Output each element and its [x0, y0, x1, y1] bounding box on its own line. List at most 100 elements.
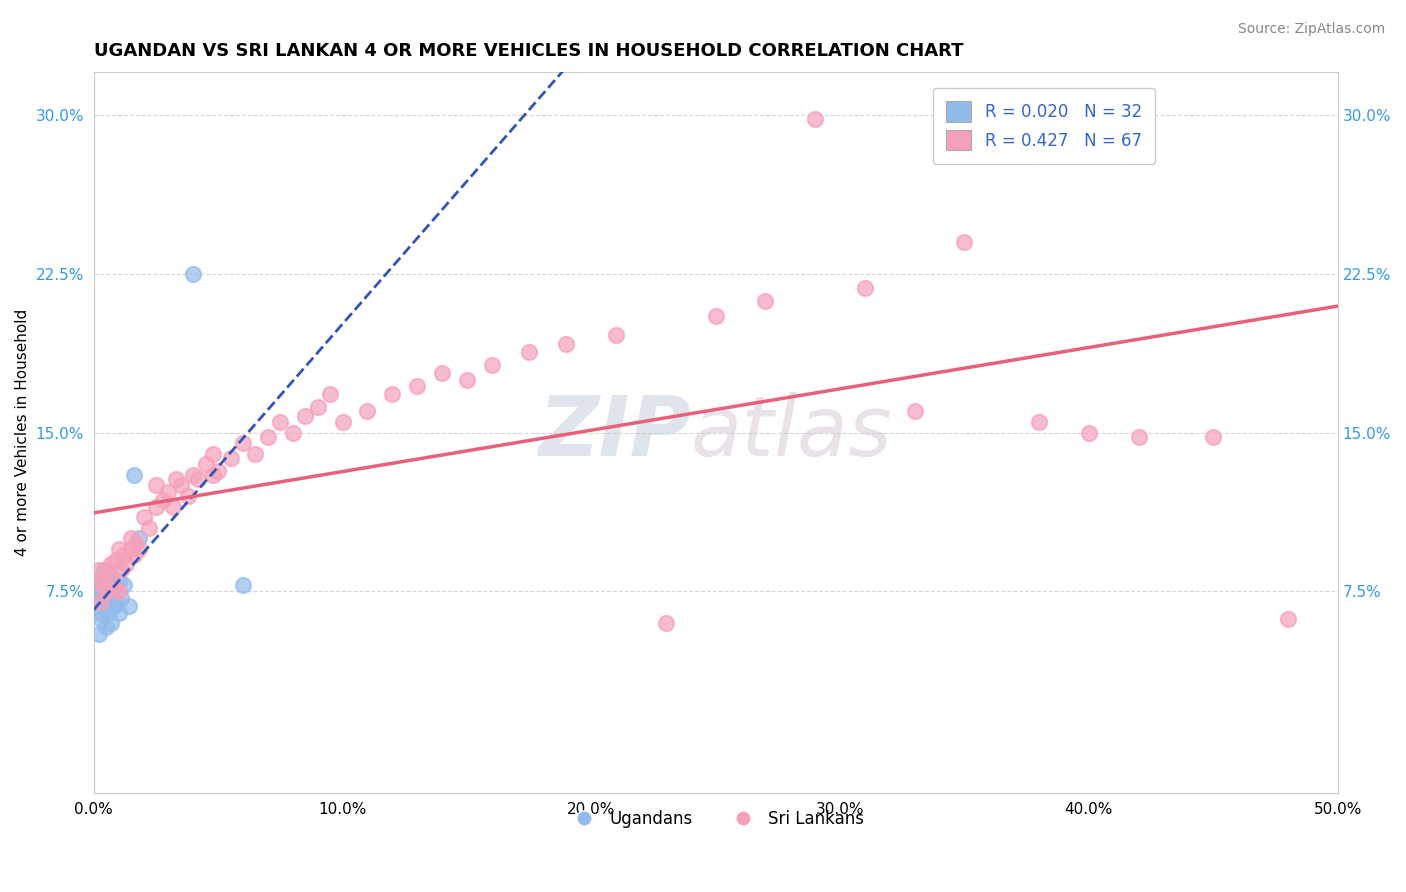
Point [430, 366, 453, 380]
Point [181, 467, 204, 482]
Point [112, 549, 135, 563]
Point [103, 582, 125, 597]
Point [281, 425, 304, 440]
Y-axis label: 4 or more Vehicles in Household: 4 or more Vehicles in Household [15, 309, 30, 557]
Point [157, 484, 180, 499]
Point [1077, 425, 1099, 440]
Point [87, 574, 110, 588]
Text: UGANDAN VS SRI LANKAN 4 OR MORE VEHICLES IN HOUSEHOLD CORRELATION CHART: UGANDAN VS SRI LANKAN 4 OR MORE VEHICLES… [94, 42, 963, 60]
Point [202, 467, 225, 482]
Point [1277, 612, 1299, 626]
Point [356, 404, 378, 418]
Point [105, 552, 128, 566]
Point [853, 281, 876, 295]
Text: atlas: atlas [690, 392, 893, 473]
Point [84, 574, 107, 588]
Point [100, 557, 122, 571]
Point [232, 578, 254, 592]
Point [219, 450, 242, 465]
Point [269, 415, 291, 429]
Point [87, 627, 110, 641]
Point [177, 489, 200, 503]
Point [96, 578, 118, 592]
Point [90, 584, 112, 599]
Point [103, 582, 125, 597]
Point [145, 500, 167, 514]
Point [307, 400, 329, 414]
Point [804, 112, 827, 126]
Point [207, 464, 229, 478]
Point [105, 595, 128, 609]
Point [456, 373, 478, 387]
Point [187, 472, 209, 486]
Point [97, 569, 120, 583]
Point [294, 409, 316, 423]
Point [704, 309, 727, 323]
Legend: Ugandans, Sri Lankans: Ugandans, Sri Lankans [561, 804, 870, 835]
Point [96, 595, 118, 609]
Point [332, 415, 354, 429]
Text: ZIP: ZIP [538, 392, 690, 473]
Point [181, 267, 204, 281]
Point [103, 599, 125, 614]
Point [120, 542, 142, 557]
Point [93, 563, 115, 577]
Point [100, 569, 122, 583]
Point [97, 574, 120, 588]
Point [555, 336, 578, 351]
Point [96, 563, 118, 577]
Point [245, 447, 267, 461]
Point [481, 358, 503, 372]
Point [117, 599, 139, 614]
Point [87, 563, 110, 577]
Point [202, 447, 225, 461]
Point [128, 532, 150, 546]
Point [125, 535, 148, 549]
Point [128, 542, 150, 557]
Point [406, 379, 429, 393]
Point [107, 574, 129, 588]
Point [84, 599, 107, 614]
Point [96, 584, 118, 599]
Point [105, 578, 128, 592]
Point [165, 472, 187, 486]
Point [138, 521, 160, 535]
Point [953, 235, 976, 249]
Point [90, 612, 112, 626]
Point [120, 532, 142, 546]
Point [93, 595, 115, 609]
Point [152, 493, 174, 508]
Point [1128, 430, 1150, 444]
Point [100, 584, 122, 599]
Point [96, 620, 118, 634]
Point [122, 549, 145, 563]
Text: Source: ZipAtlas.com: Source: ZipAtlas.com [1237, 22, 1385, 37]
Point [115, 557, 138, 571]
Point [1028, 415, 1050, 429]
Point [319, 387, 342, 401]
Point [97, 591, 120, 605]
Point [754, 294, 776, 309]
Point [194, 458, 217, 472]
Point [655, 616, 678, 631]
Point [1202, 430, 1225, 444]
Point [93, 578, 115, 592]
Point [257, 430, 280, 444]
Point [162, 500, 184, 514]
Point [605, 328, 627, 343]
Point [110, 563, 132, 577]
Point [132, 510, 155, 524]
Point [381, 387, 404, 401]
Point [232, 436, 254, 450]
Point [122, 467, 145, 482]
Point [97, 606, 120, 620]
Point [90, 606, 112, 620]
Point [145, 478, 167, 492]
Point [107, 542, 129, 557]
Point [112, 578, 135, 592]
Point [90, 595, 112, 609]
Point [100, 616, 122, 631]
Point [84, 584, 107, 599]
Point [517, 345, 540, 359]
Point [170, 478, 193, 492]
